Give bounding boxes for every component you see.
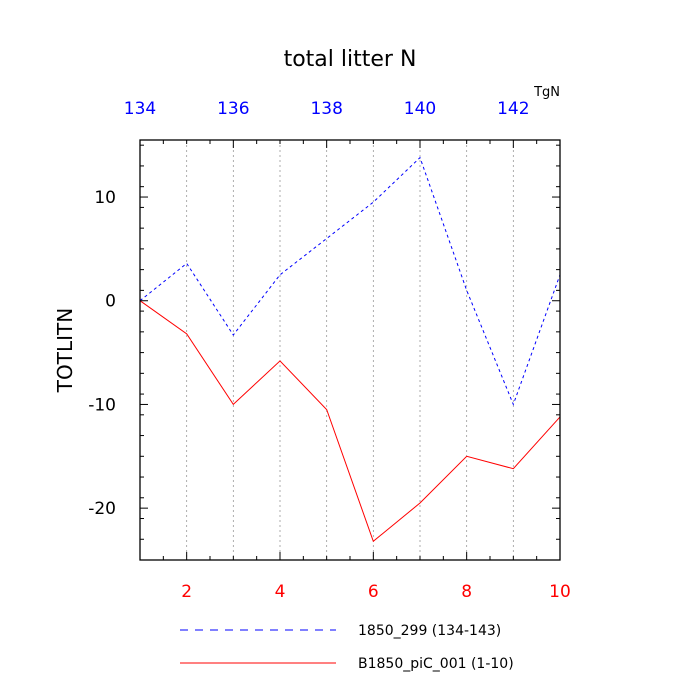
plot-frame [139,139,561,561]
y-tick-label: -20 [88,499,116,519]
y-tick-label: 10 [94,188,116,208]
x-top-tick-label: 142 [497,99,529,119]
gridlines [186,140,514,560]
legend: 1850_299 (134-143) B1850_piC_001 (1-10) [180,623,514,672]
y-tick-label: -10 [88,395,116,415]
x-bottom-tick-label: 6 [368,582,379,602]
series-layer [139,156,561,543]
series-line-1 [139,300,561,543]
x-bottom-tick-label: 10 [549,582,571,602]
y-tick-label: 0 [105,292,116,312]
x-top-tick-label: 136 [217,99,249,119]
x-bottom-tick-label: 4 [275,582,286,602]
units-label: TgN [533,85,560,100]
x-top-tick-label: 140 [404,99,436,119]
y-axis-label: TOTLITN [53,308,77,393]
series-line-0 [139,156,561,406]
legend-label: B1850_piC_001 (1-10) [358,656,514,672]
x-bottom-tick-label: 8 [461,582,472,602]
x-bottom-tick-label: 2 [181,582,192,602]
chart-title: total litter N [284,47,417,72]
x-top-tick-label: 134 [124,99,156,119]
legend-label: 1850_299 (134-143) [358,623,501,639]
axes: 2 4 6 8 10 134 136 138 140 142 -20 -10 0 10 [88,99,571,602]
x-top-tick-label: 138 [310,99,342,119]
